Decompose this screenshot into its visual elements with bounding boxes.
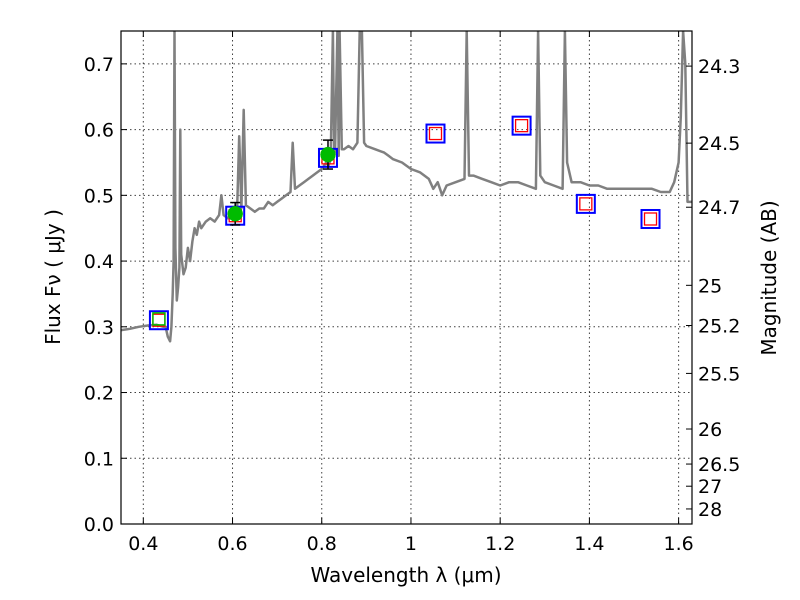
model-inner-marker [514, 119, 529, 133]
y-tick-label: 0.3 [84, 317, 114, 339]
model-square-marker [148, 310, 169, 331]
y-axis-label: Flux Fν ( μJy ) [41, 209, 65, 345]
right-tick-label: 25.2 [698, 315, 740, 337]
x-axis-label: Wavelength λ (μm) [310, 563, 501, 587]
right-tick-label: 28 [698, 499, 722, 521]
x-tick-label: 1.2 [485, 533, 515, 555]
model-square-marker [425, 123, 446, 144]
right-tick-label: 26.5 [698, 454, 740, 476]
right-axis-label: Magnitude (AB) [757, 200, 781, 355]
model-inner-marker [643, 212, 658, 226]
y-tick-label: 0.2 [84, 383, 114, 405]
y-tick-label: 0.0 [84, 514, 114, 536]
observed-open-marker [152, 312, 166, 326]
x-tick-label: 0.4 [128, 533, 158, 555]
right-tick-label: 24.7 [698, 197, 740, 219]
plot-frame [120, 30, 693, 525]
x-tick-label: 1.6 [664, 533, 694, 555]
plot-area [121, 31, 692, 343]
right-tick-label: 24.5 [698, 133, 740, 155]
y-tick-label: 0.5 [84, 185, 114, 207]
x-tick-label: 1.4 [574, 533, 604, 555]
model-square-marker [575, 193, 596, 214]
right-tick-label: 25 [698, 275, 722, 297]
right-tick-label: 24.3 [698, 56, 740, 78]
right-tick-label: 25.5 [698, 363, 740, 385]
template-spectrum [121, 31, 692, 343]
x-tick-label: 1 [405, 533, 417, 555]
x-tick-label: 0.8 [307, 533, 337, 555]
right-tick-label: 27 [698, 476, 722, 498]
model-square-marker [511, 115, 532, 136]
observed-point [227, 205, 243, 222]
grid [121, 31, 692, 525]
right-tick-label: 26 [698, 419, 722, 441]
axes: 0.4 0.6 0.8 1 1.2 1.4 1.6 0.0 0.1 0.2 0.3 0.4 0.5 0.6… [84, 31, 740, 555]
model-inner-marker [428, 126, 443, 141]
y-tick-label: 0.7 [84, 54, 114, 76]
template-spectrum-line [121, 31, 692, 343]
data-markers [148, 115, 661, 331]
x-tick-label: 0.6 [217, 533, 247, 555]
y-tick-label: 0.6 [84, 120, 114, 142]
model-square-marker [640, 208, 661, 229]
observed-point [320, 146, 336, 163]
model-inner-marker [579, 197, 593, 211]
y-tick-label: 0.4 [84, 251, 114, 273]
y-tick-label: 0.1 [84, 448, 114, 470]
